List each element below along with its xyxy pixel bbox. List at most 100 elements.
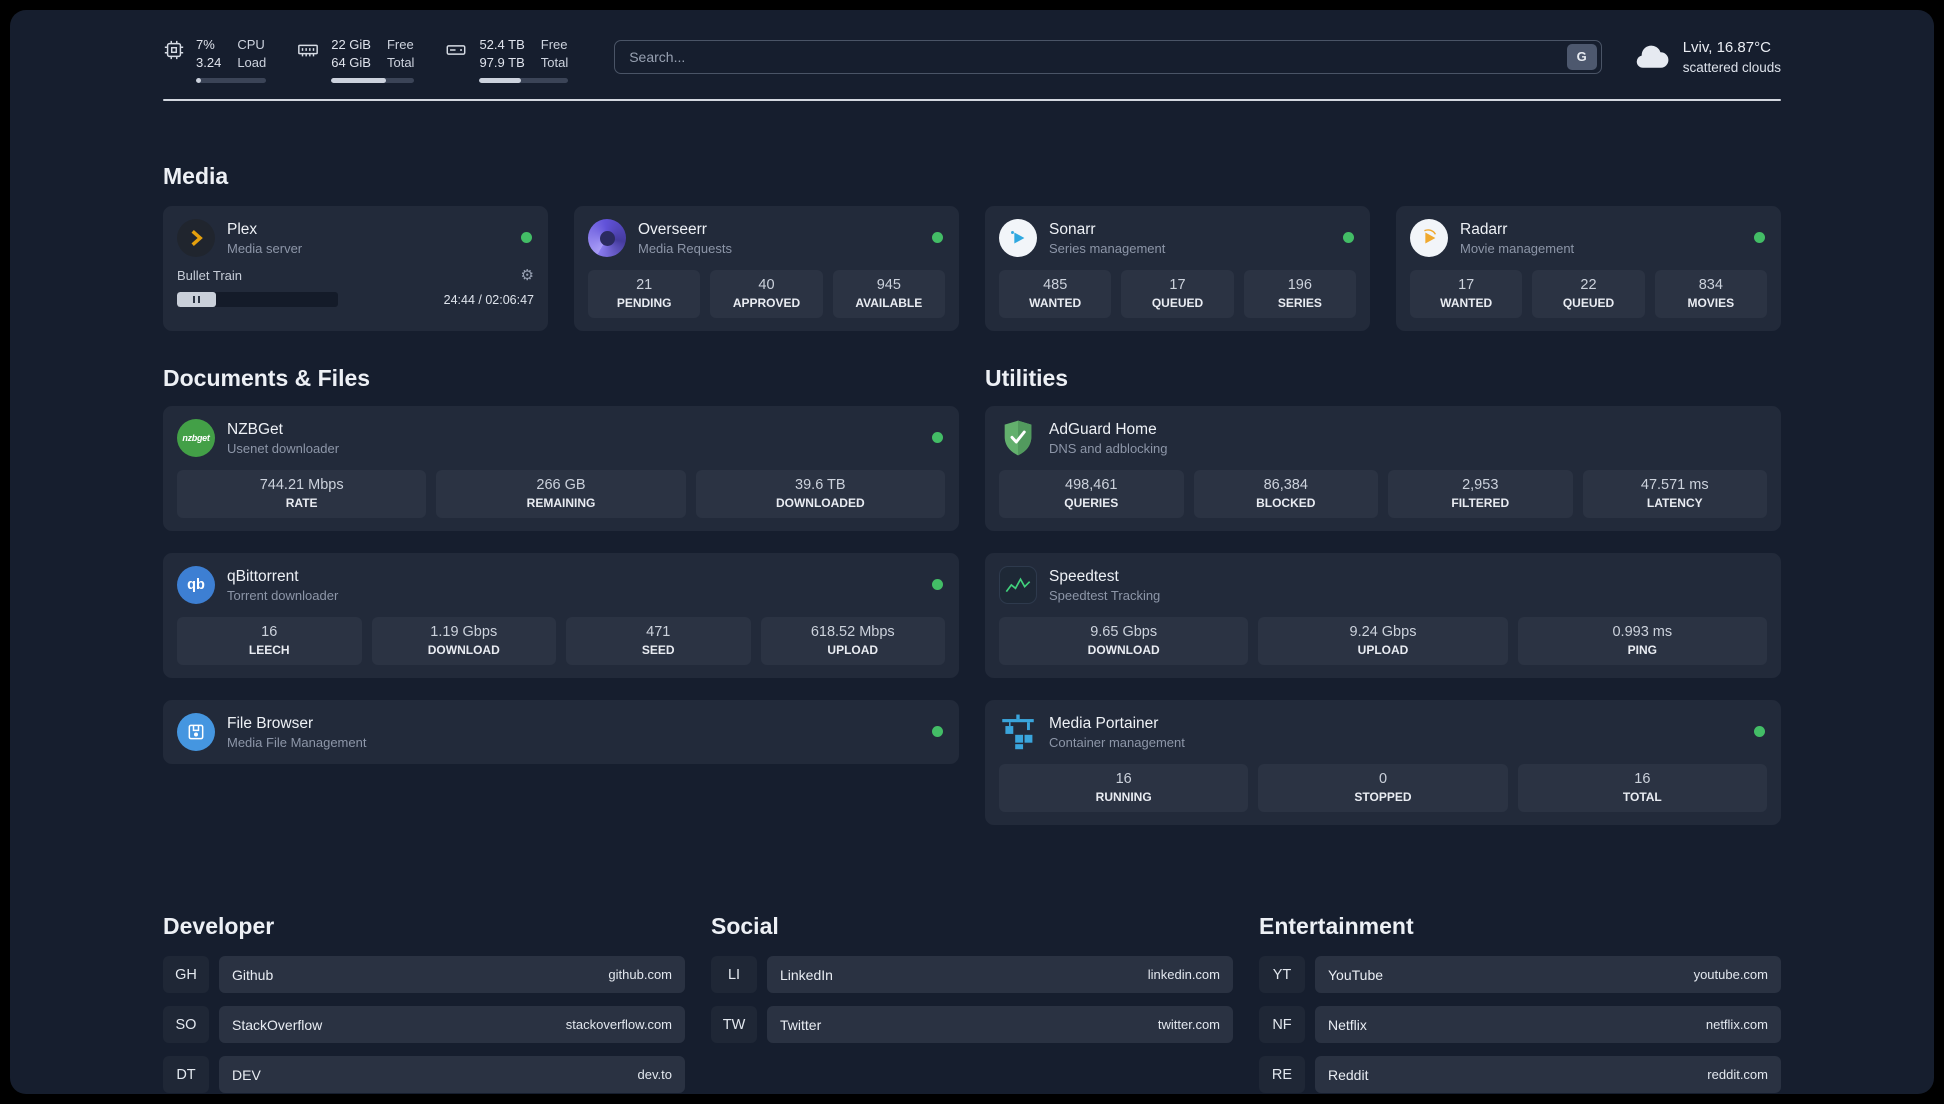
nzbget-icon: nzbget xyxy=(177,419,215,458)
app-name: File Browser xyxy=(227,714,314,732)
bookmark-abbr: RE xyxy=(1259,1056,1305,1094)
app-card-nzbget[interactable]: nzbget NZBGet Usenet downloader 744.21 M… xyxy=(163,406,959,532)
cpu-progress-bar xyxy=(196,78,267,84)
radarr-icon xyxy=(1410,219,1448,258)
stat-tile: 485 WANTED xyxy=(999,270,1112,319)
disk-total-value: 97.9 TB xyxy=(479,55,525,71)
stat-tile: 0.993 ms PING xyxy=(1517,617,1767,666)
topbar-divider xyxy=(163,99,1781,102)
stat-tile: 471 SEED xyxy=(566,617,751,666)
stat-tile: 21 PENDING xyxy=(588,270,701,319)
stat-tile: 40 APPROVED xyxy=(710,270,823,319)
app-name: Radarr xyxy=(1460,220,1508,238)
app-card-sonarr[interactable]: Sonarr Series management 485 WANTED 17 QUE… xyxy=(985,206,1370,332)
cloud-icon xyxy=(1632,43,1670,73)
section-heading-social: Social xyxy=(711,913,779,940)
filebrowser-icon xyxy=(177,713,215,752)
bookmark-abbr: YT xyxy=(1259,956,1305,994)
status-dot xyxy=(932,579,943,591)
bookmarks-section: Developer GH Github github.com SO StackO… xyxy=(163,913,1781,1094)
app-name: AdGuard Home xyxy=(1049,420,1157,438)
stat-tile: 16 LEECH xyxy=(177,617,362,666)
ram-total-value: 64 GiB xyxy=(331,55,371,71)
stat-tile: 0 STOPPED xyxy=(1258,764,1508,813)
middle-columns: Documents & Files nzbget NZBGet Usenet d… xyxy=(163,365,1781,826)
stat-tile: 86,384 BLOCKED xyxy=(1193,470,1378,519)
bookmark-link-github[interactable]: Github github.com xyxy=(219,956,685,994)
app-name: NZBGet xyxy=(227,420,283,438)
bookmark-abbr: LI xyxy=(711,956,757,994)
stat-tile: 945 AVAILABLE xyxy=(832,270,945,319)
disk-free-label: Free xyxy=(540,37,568,52)
app-name: Media Portainer xyxy=(1049,714,1159,732)
stat-tile: 22 QUEUED xyxy=(1532,270,1645,319)
bookmark-row: YT YouTube youtube.com xyxy=(1259,956,1781,994)
bookmark-link-stackoverflow[interactable]: StackOverflow stackoverflow.com xyxy=(219,1006,685,1044)
search-engine-button[interactable]: G xyxy=(1566,43,1597,70)
bookmarks-social: Social LI LinkedIn linkedin.com TW Twitt… xyxy=(711,913,1233,1094)
status-dot xyxy=(932,232,943,244)
app-card-speedtest[interactable]: Speedtest Speedtest Tracking 9.65 Gbps DO… xyxy=(985,553,1781,679)
app-card-portainer[interactable]: Media Portainer Container management 16 R… xyxy=(985,700,1781,826)
bookmark-abbr: TW xyxy=(711,1006,757,1044)
app-card-plex[interactable]: Plex Media server Bullet Train ⚙ xyxy=(163,206,548,332)
disk-icon xyxy=(444,39,468,61)
app-subtitle: Container management xyxy=(1049,734,1185,750)
stat-tile: 744.21 Mbps RATE xyxy=(177,470,427,519)
stat-tile: 47.571 ms LATENCY xyxy=(1582,470,1767,519)
bookmarks-entertainment: Entertainment YT YouTube youtube.com NF … xyxy=(1259,913,1781,1094)
pause-button[interactable] xyxy=(177,292,216,308)
ram-free-value: 22 GiB xyxy=(331,37,371,52)
bookmark-row: GH Github github.com xyxy=(163,956,685,994)
app-card-overseerr[interactable]: Overseerr Media Requests 21 PENDING 40 APP… xyxy=(574,206,959,332)
stat-tile: 9.65 Gbps DOWNLOAD xyxy=(999,617,1249,666)
bookmark-link-linkedin[interactable]: LinkedIn linkedin.com xyxy=(767,956,1233,994)
dashboard: 7% 3.24 CPU Load xyxy=(10,10,1934,1094)
stat-tile: 17 WANTED xyxy=(1410,270,1523,319)
bookmark-link-dev[interactable]: DEV dev.to xyxy=(219,1056,685,1094)
bookmark-link-twitter[interactable]: Twitter twitter.com xyxy=(767,1006,1233,1044)
search-input[interactable] xyxy=(614,39,1602,74)
bookmark-link-reddit[interactable]: Reddit reddit.com xyxy=(1315,1056,1781,1094)
status-dot xyxy=(1754,726,1765,738)
bookmark-row: SO StackOverflow stackoverflow.com xyxy=(163,1006,685,1044)
status-dot xyxy=(932,432,943,444)
ram-widget: 22 GiB 64 GiB Free Total xyxy=(296,36,415,84)
bookmark-abbr: SO xyxy=(163,1006,209,1044)
app-card-adguard[interactable]: AdGuard Home DNS and adblocking 498,461 Q… xyxy=(985,406,1781,532)
app-card-radarr[interactable]: Radarr Movie management 17 WANTED 22 QUEUE… xyxy=(1396,206,1781,332)
bookmark-row: LI LinkedIn linkedin.com xyxy=(711,956,1233,994)
ram-icon xyxy=(296,39,320,61)
weather-widget: Lviv, 16.87°C scattered clouds xyxy=(1632,38,1781,76)
section-heading-entertainment: Entertainment xyxy=(1259,913,1414,940)
bookmark-row: RE Reddit reddit.com xyxy=(1259,1056,1781,1094)
qbittorrent-icon: qb xyxy=(177,566,215,605)
gear-icon[interactable]: ⚙ xyxy=(520,267,534,285)
section-heading-media: Media xyxy=(163,163,229,190)
cpu-load-value: 3.24 xyxy=(196,55,222,71)
app-name: Plex xyxy=(227,220,258,238)
search-bar: G xyxy=(614,39,1602,74)
app-subtitle: Media server xyxy=(227,240,303,256)
pause-icon xyxy=(192,296,195,304)
app-name: Overseerr xyxy=(638,220,707,238)
disk-free-value: 52.4 TB xyxy=(479,37,525,52)
stat-tile: 196 SERIES xyxy=(1243,270,1356,319)
overseerr-icon xyxy=(588,219,626,258)
app-subtitle: Series management xyxy=(1049,240,1166,256)
bookmark-abbr: NF xyxy=(1259,1006,1305,1044)
section-heading-documents: Documents & Files xyxy=(163,365,371,392)
documents-column: Documents & Files nzbget NZBGet Usenet d… xyxy=(163,365,959,825)
stat-tile: 16 TOTAL xyxy=(1517,764,1767,813)
bookmark-link-youtube[interactable]: YouTube youtube.com xyxy=(1315,956,1781,994)
ram-progress-bar xyxy=(331,78,415,84)
playback-progress-bar[interactable] xyxy=(177,292,338,308)
app-card-filebrowser[interactable]: File Browser Media File Management xyxy=(163,700,959,765)
app-subtitle: Movie management xyxy=(1460,240,1575,256)
bookmark-link-netflix[interactable]: Netflix netflix.com xyxy=(1315,1006,1781,1044)
stat-tile: 834 MOVIES xyxy=(1654,270,1767,319)
app-card-qbittorrent[interactable]: qb qBittorrent Torrent downloader 16 LEEC… xyxy=(163,553,959,679)
bookmarks-developer: Developer GH Github github.com SO StackO… xyxy=(163,913,685,1094)
cpu-widget: 7% 3.24 CPU Load xyxy=(163,36,267,84)
status-dot xyxy=(521,232,532,244)
